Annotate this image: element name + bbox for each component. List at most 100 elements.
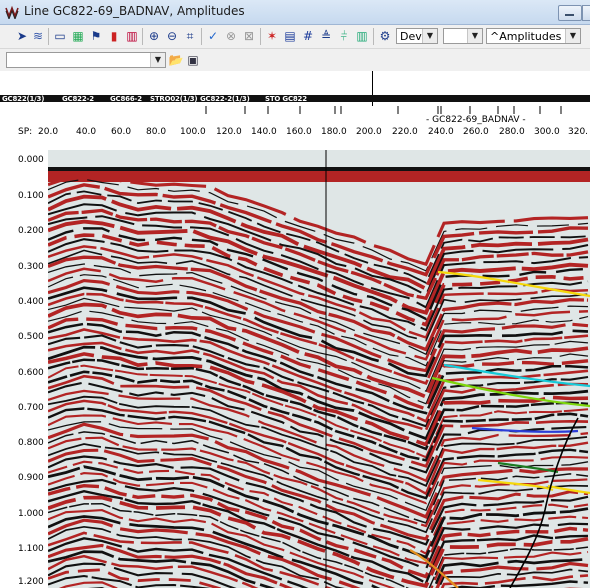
well-label: STO GC822	[265, 95, 307, 103]
toolbar-separator	[373, 28, 374, 45]
reflector-trace	[48, 431, 589, 524]
palette-icon[interactable]: ▥	[126, 29, 138, 43]
zoom-fit-icon[interactable]: ⌗	[186, 29, 194, 43]
grid-icon[interactable]: ▦	[72, 29, 84, 43]
reflector-trace	[48, 472, 589, 565]
reflector-trace	[48, 328, 589, 424]
sp-tick: 320.	[568, 127, 589, 137]
reflector-trace	[48, 302, 589, 400]
sp-tick: 60.0	[111, 127, 132, 137]
pick-icon[interactable]: ⊠	[243, 29, 255, 43]
time-label: 0.700	[18, 403, 44, 413]
sp-tick: 160.0	[286, 127, 312, 137]
sp-tick: 260.0	[463, 127, 489, 137]
reflector-trace	[48, 399, 589, 496]
time-label: 0.300	[18, 262, 44, 272]
time-label: 0.800	[18, 438, 44, 448]
sp-prefix: SP:	[18, 127, 33, 137]
columns-icon[interactable]: ▥	[356, 29, 368, 43]
amplitude-combo[interactable]: ^Amplitudes (Ti ▼	[486, 28, 581, 44]
time-label: 0.900	[18, 473, 44, 483]
zoom-in-icon[interactable]: ⊕	[148, 29, 160, 43]
bars-icon[interactable]: ▮	[110, 29, 118, 43]
reflector-trace	[48, 171, 589, 267]
display-combo[interactable]: Dev ▼	[396, 28, 438, 44]
toolbar-separator	[142, 28, 143, 45]
sp-tick: 180.0	[321, 127, 347, 137]
fault-icon[interactable]: ✶	[266, 29, 278, 43]
reflector-trace	[48, 422, 589, 519]
reflector-trace	[48, 509, 589, 588]
horizon-line	[471, 426, 579, 433]
selection-dropdown[interactable]: ▼	[6, 52, 166, 68]
align-icon[interactable]: ≜	[320, 29, 332, 43]
line-name-label: - GC822-69_BADNAV -	[426, 115, 526, 125]
reflector-trace	[48, 460, 589, 556]
time-axis: 0.000 0.100 0.200 0.300 0.400 0.500 0.60…	[0, 140, 48, 588]
well-label: GC866-2	[110, 95, 142, 103]
reflector-trace	[48, 255, 589, 352]
horizon-line	[547, 484, 590, 495]
reflector-trace	[48, 436, 589, 528]
chevron-down-icon[interactable]: ▼	[150, 53, 165, 67]
reflector-trace	[48, 407, 589, 500]
reflector-trace	[48, 286, 589, 378]
reflector-trace	[48, 334, 589, 428]
seafloor-band	[48, 168, 590, 182]
reflector-trace	[48, 190, 589, 285]
grid2-icon[interactable]: #	[302, 29, 314, 43]
time-label: 0.400	[18, 297, 44, 307]
sp-tick: 40.0	[76, 127, 97, 137]
reflector-trace	[48, 455, 589, 546]
zoom-out-icon[interactable]: ⊖	[166, 29, 178, 43]
reflector-trace	[48, 208, 589, 301]
flag-icon[interactable]: ⚑	[90, 29, 102, 43]
pointer-icon[interactable]: ➤	[16, 29, 28, 43]
reflector-trace	[48, 550, 276, 588]
time-label: 0.600	[18, 368, 44, 378]
main-toolbar: ➤ ≋ ▭ ▦ ⚑ ▮ ▥ ⊕ ⊖ ⌗ ✓ ⊗ ⊠ ✶ ▤ # ≜ ⫩ ▥ ⚙ …	[0, 25, 590, 49]
empty-combo[interactable]: ▼	[443, 28, 483, 44]
trace-icon[interactable]: ▭	[54, 29, 66, 43]
toolbar-separator	[48, 28, 49, 45]
layers-icon[interactable]: ▤	[284, 29, 296, 43]
reflector-trace	[48, 341, 589, 432]
reflector-trace	[48, 483, 589, 579]
seismic-section[interactable]	[48, 150, 590, 588]
chevron-down-icon[interactable]: ▼	[467, 29, 482, 43]
settings-icon[interactable]: ⚙	[379, 29, 391, 43]
check-icon[interactable]: ✓	[207, 29, 219, 43]
save-icon[interactable]: ▣	[187, 53, 199, 67]
title-bar: Line GC822-69_BADNAV, Amplitudes	[0, 0, 590, 25]
minimize-button[interactable]	[558, 5, 582, 21]
wiggle-icon[interactable]: ≋	[32, 29, 44, 43]
reflector-trace	[48, 352, 589, 447]
seismic-reflectors	[48, 167, 590, 588]
shotpoint-axis: SP: 20.0 40.0 60.0 80.0 100.0 120.0 140.…	[0, 127, 590, 139]
chevron-down-icon[interactable]: ▼	[422, 29, 437, 43]
reflector-trace	[48, 249, 589, 342]
time-label: 0.200	[18, 226, 44, 236]
display-combo-value: Dev	[400, 30, 422, 43]
open-folder-icon[interactable]: 📂	[168, 53, 184, 67]
maximize-button[interactable]	[582, 5, 590, 21]
reflector-trace	[48, 554, 259, 588]
reflector-trace	[48, 502, 589, 588]
horizon-icon[interactable]: ⊗	[225, 29, 237, 43]
sp-tick: 80.0	[146, 127, 167, 137]
sp-tick: 100.0	[180, 127, 206, 137]
sp-tick: 20.0	[38, 127, 59, 137]
horizon-line	[409, 549, 459, 588]
reflector-trace	[48, 421, 589, 512]
reflector-trace	[48, 568, 223, 588]
reflector-trace	[48, 263, 589, 356]
chevron-down-icon[interactable]: ▼	[565, 29, 580, 43]
sp-tick: 220.0	[392, 127, 418, 137]
reflector-trace	[48, 203, 589, 297]
reflector-trace	[48, 345, 589, 441]
amplitude-combo-value: ^Amplitudes (Ti	[490, 30, 579, 43]
move-icon[interactable]: ⫩	[340, 29, 348, 43]
reflector-trace	[48, 245, 589, 340]
fault-line	[509, 417, 579, 588]
reflector-trace	[48, 395, 589, 487]
